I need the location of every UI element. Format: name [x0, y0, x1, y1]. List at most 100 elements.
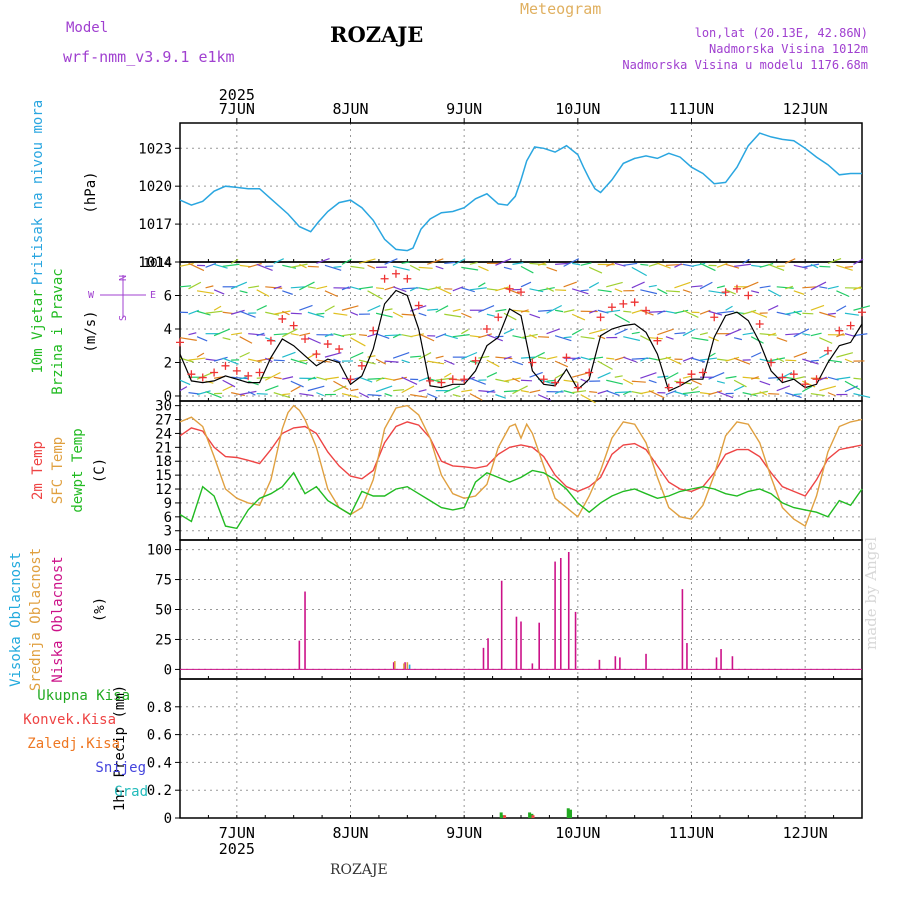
- y-tick-label: 50: [155, 603, 172, 619]
- wind-arrow: [179, 285, 192, 288]
- wind-arrow: [563, 309, 575, 313]
- wind-arrow: [776, 311, 791, 316]
- wind-arrow: [435, 286, 452, 295]
- wind-arrow: [716, 391, 734, 399]
- wind-arrow: [785, 359, 797, 362]
- model-name: wrf-nmm_v3.9.1 e1km: [63, 48, 235, 66]
- wind-arrow: [452, 286, 464, 292]
- wind-arrow: [427, 308, 439, 311]
- panel-frame: [179, 678, 863, 819]
- wind-arrow: [776, 286, 794, 289]
- wind-arrow: [486, 334, 503, 342]
- wind-unit-label: (m/s): [83, 310, 99, 352]
- wind-arrow: [282, 376, 294, 380]
- wind-arrow: [708, 352, 716, 358]
- wind-arrow: [350, 311, 359, 316]
- wind-arrow: [392, 265, 410, 271]
- wind-axis-label-2: Brzina i Pravac: [50, 268, 66, 394]
- model-label: Model: [66, 20, 109, 36]
- wind-arrow: [486, 389, 495, 394]
- wind-arrow: [640, 357, 648, 362]
- wind-arrow: [375, 377, 384, 382]
- gust-marker: [301, 335, 310, 344]
- wind-arrow: [273, 310, 291, 315]
- gust-marker: [789, 370, 798, 379]
- wind-arrow: [469, 287, 487, 291]
- gust-marker: [858, 308, 866, 317]
- wind-arrow: [682, 356, 694, 362]
- precip-legend-item: Grad: [114, 784, 148, 800]
- model-elevation: Nadmorska Visina u modelu 1176.68m: [622, 58, 868, 72]
- y-tick-label: 1023: [138, 141, 172, 157]
- wind-arrow: [520, 309, 529, 313]
- wind-arrow: [231, 392, 245, 397]
- x-tick-label-top: 12JUN: [783, 100, 828, 118]
- wind-arrow: [802, 286, 817, 289]
- x-tick-label-bottom: 12JUN: [783, 824, 828, 842]
- wind-arrow: [478, 305, 495, 313]
- wind-arrow: [631, 266, 647, 277]
- wind-arrow: [486, 359, 500, 368]
- wind-arrow: [691, 285, 703, 288]
- y-tick-label: 30: [155, 399, 172, 415]
- wind-arrow: [691, 337, 709, 341]
- temperature-line: [179, 469, 863, 530]
- wind-arrow: [682, 289, 691, 293]
- wind-arrow: [716, 380, 725, 384]
- wind-arrow: [230, 258, 239, 264]
- wind-arrow: [273, 392, 291, 399]
- wind-arrow: [188, 392, 200, 395]
- wind-arrow: [750, 376, 759, 380]
- gust-marker: [505, 284, 514, 293]
- wind-arrow: [248, 262, 262, 268]
- wind-arrow: [529, 313, 541, 319]
- wind-arrow: [793, 376, 805, 380]
- wind-arrow: [546, 287, 555, 292]
- wind-arrow: [648, 337, 663, 340]
- wind-arrow: [248, 333, 266, 336]
- wind-arrow: [640, 372, 657, 379]
- wind-arrow: [282, 310, 290, 316]
- wind-arrow: [307, 286, 316, 289]
- wind-arrow: [819, 385, 836, 392]
- wind-arrow: [827, 392, 836, 397]
- gust-marker: [176, 338, 184, 347]
- wind-arrow: [410, 333, 424, 338]
- wind-arrow: [716, 285, 725, 289]
- wind-arrow: [572, 262, 581, 266]
- wind-arrow: [682, 309, 699, 318]
- wind-arrow: [546, 356, 558, 360]
- wind-arrow: [247, 391, 256, 396]
- wind-arrow: [333, 358, 342, 363]
- precip-axis-label: 1hr Precip (mm): [112, 685, 128, 811]
- wind-arrow: [418, 266, 433, 269]
- wind-arrow: [750, 310, 768, 318]
- gust-marker: [710, 313, 719, 322]
- panel-frame: [179, 122, 863, 263]
- wind-arrow: [213, 328, 230, 337]
- wind-arrow: [478, 390, 496, 393]
- wind-arrow: [725, 375, 737, 379]
- wind-arrow: [273, 285, 282, 290]
- wind-arrow: [316, 257, 330, 264]
- y-tick-label: 2: [164, 355, 172, 371]
- wind-arrow: [427, 286, 442, 291]
- wind-arrow: [495, 356, 513, 360]
- wind-arrow: [742, 258, 750, 264]
- x-tick-label-bottom: 9JUN: [446, 824, 482, 842]
- wind-arrow: [401, 313, 416, 316]
- wind-arrow: [290, 333, 299, 336]
- wind-arrow: [529, 262, 547, 266]
- wind-arrow: [827, 359, 842, 363]
- wind-arrow: [802, 312, 814, 315]
- wind-arrow: [717, 358, 729, 362]
- wind-arrow: [802, 385, 813, 393]
- wind-arrow: [742, 392, 757, 397]
- wind-arrow: [537, 262, 546, 266]
- wind-arrow: [589, 391, 598, 394]
- wind-arrow: [307, 337, 321, 344]
- wind-arrow: [495, 378, 510, 383]
- wind-arrow: [495, 286, 510, 292]
- wind-arrow: [767, 289, 781, 297]
- wind-arrow: [299, 332, 311, 337]
